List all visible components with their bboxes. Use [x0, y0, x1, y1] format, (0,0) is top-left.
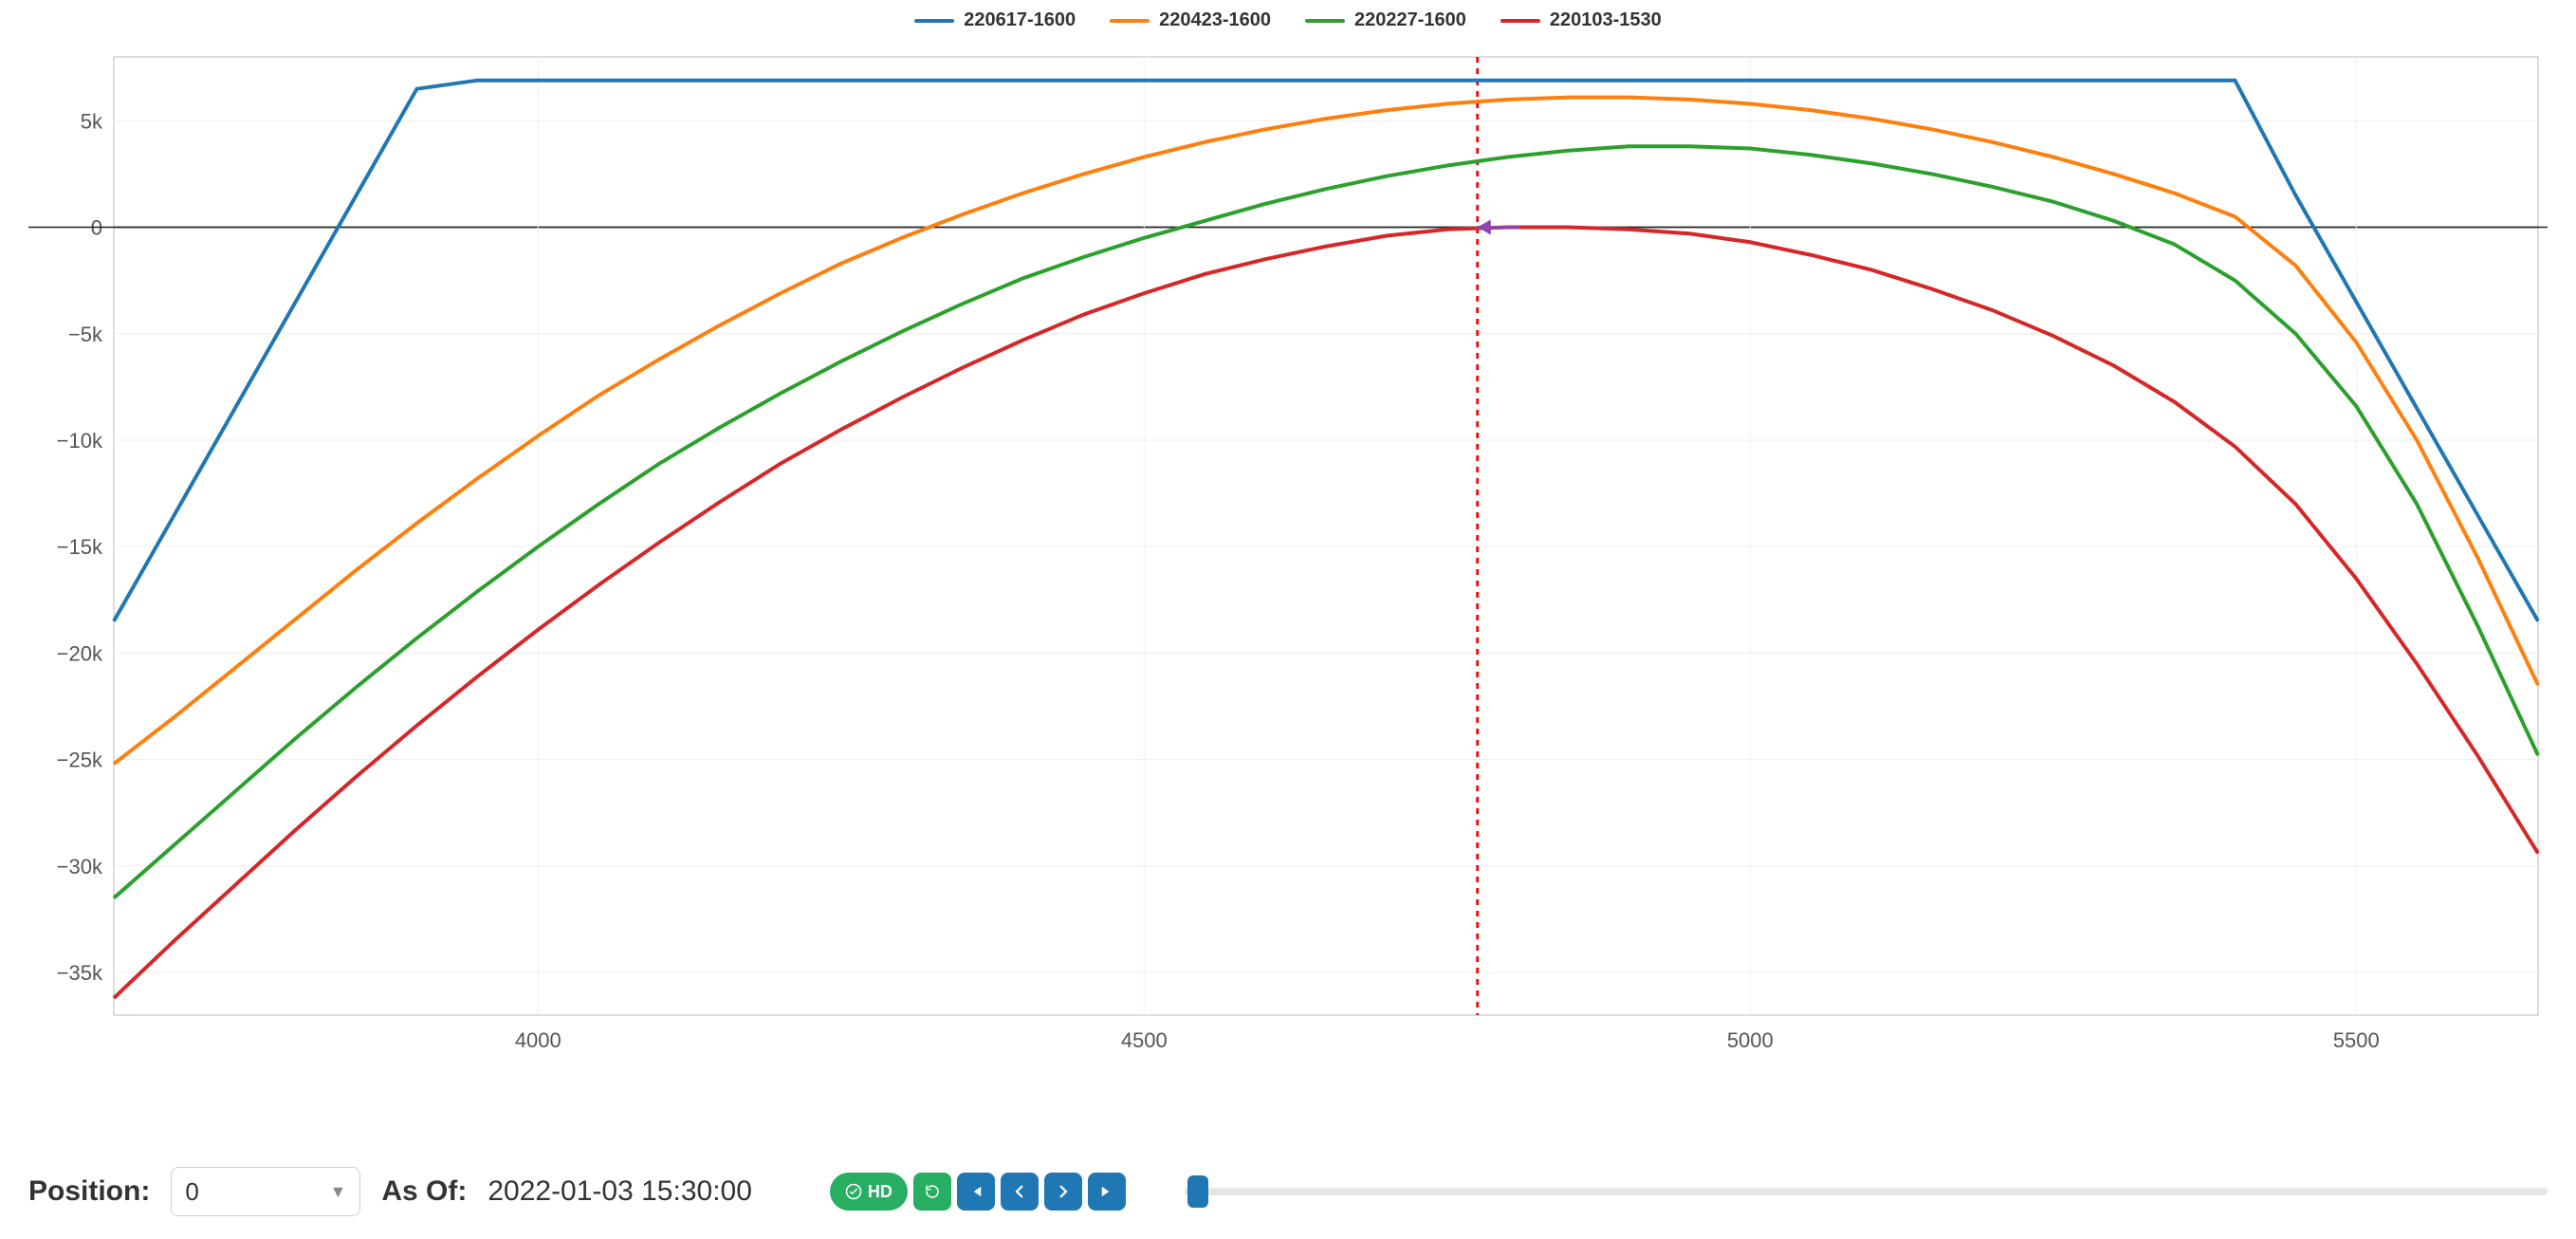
pnl-line-chart: −35k−30k−25k−20k−15k−10k−5k05k4000450050… [28, 47, 2548, 1072]
legend-label: 220423-1600 [1159, 9, 1271, 31]
legend-swatch [1500, 19, 1540, 23]
svg-text:−20k: −20k [57, 641, 103, 665]
legend-label: 220103-1530 [1550, 9, 1662, 31]
asof-value: 2022-01-03 15:30:00 [488, 1175, 752, 1208]
legend-item[interactable]: 220423-1600 [1110, 9, 1271, 31]
chevron-down-icon: ▼ [330, 1182, 347, 1202]
time-slider[interactable] [1185, 1188, 2548, 1195]
hd-label: HD [868, 1182, 892, 1202]
next-button[interactable] [1044, 1173, 1082, 1211]
legend-label: 220617-1600 [964, 9, 1076, 31]
chevron-left-icon [1011, 1183, 1028, 1200]
svg-text:−15k: −15k [57, 535, 103, 559]
svg-text:−35k: −35k [57, 961, 103, 985]
legend-label: 220227-1600 [1354, 9, 1466, 31]
playback-controls: HD [830, 1173, 1126, 1211]
slider-track[interactable] [1185, 1188, 2548, 1195]
svg-text:−5k: −5k [68, 323, 103, 346]
asof-label: As Of: [381, 1175, 467, 1208]
legend-swatch [1110, 19, 1150, 23]
prev-button[interactable] [1001, 1173, 1039, 1211]
svg-text:−25k: −25k [57, 749, 103, 772]
position-select[interactable]: 0 ▼ [171, 1167, 360, 1216]
legend-item[interactable]: 220227-1600 [1305, 9, 1466, 31]
legend-swatch [914, 19, 954, 23]
hd-toggle-button[interactable]: HD [830, 1173, 908, 1211]
legend-item[interactable]: 220617-1600 [914, 9, 1076, 31]
slider-thumb[interactable] [1187, 1175, 1208, 1208]
svg-text:5000: 5000 [1727, 1028, 1774, 1052]
check-circle-icon [845, 1183, 862, 1200]
svg-text:4000: 4000 [515, 1028, 561, 1052]
skip-back-button[interactable] [957, 1173, 995, 1211]
svg-text:5500: 5500 [2333, 1028, 2380, 1052]
chart-area: −35k−30k−25k−20k−15k−10k−5k05k4000450050… [28, 47, 2548, 1072]
svg-text:−30k: −30k [57, 855, 103, 878]
legend-item[interactable]: 220103-1530 [1500, 9, 1662, 31]
skip-forward-button[interactable] [1088, 1173, 1126, 1211]
refresh-icon [924, 1183, 941, 1200]
svg-text:5k: 5k [81, 109, 103, 133]
legend-swatch [1305, 19, 1345, 23]
position-label: Position: [28, 1175, 150, 1208]
skip-forward-icon [1098, 1183, 1115, 1200]
position-select-value: 0 [185, 1177, 198, 1207]
skip-back-icon [967, 1183, 984, 1200]
svg-text:−10k: −10k [57, 429, 103, 453]
svg-text:4500: 4500 [1121, 1028, 1168, 1052]
controls-bar: Position: 0 ▼ As Of: 2022-01-03 15:30:00… [28, 1167, 2548, 1216]
chevron-right-icon [1055, 1183, 1072, 1200]
refresh-button[interactable] [913, 1173, 951, 1211]
chart-legend: 220617-1600 220423-1600 220227-1600 220103-… [0, 9, 2576, 31]
